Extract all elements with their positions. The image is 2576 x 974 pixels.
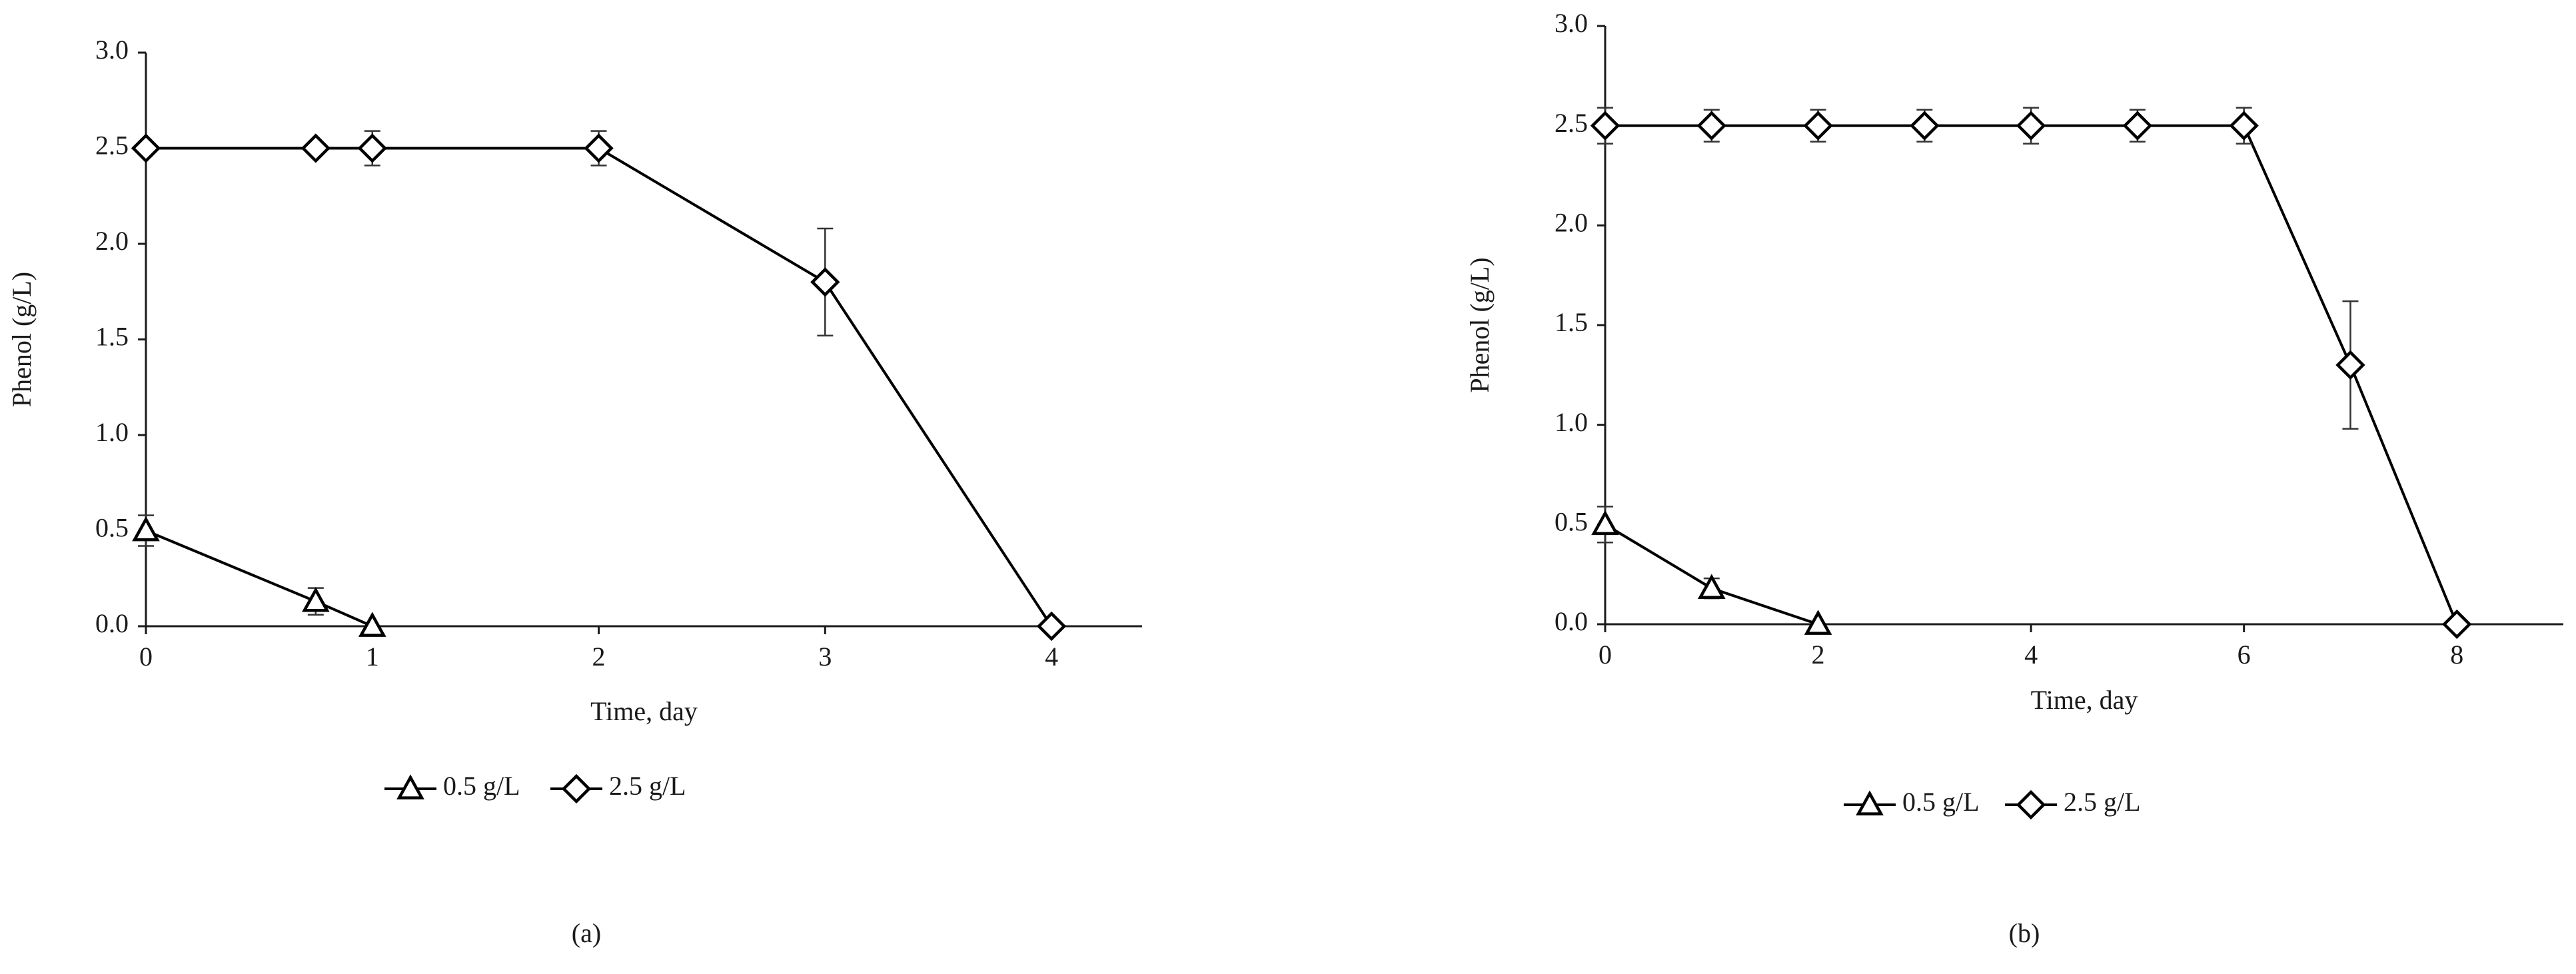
- series-line: [145, 529, 373, 628]
- marker-triangle: [1856, 790, 1884, 815]
- marker-diamond: [1910, 111, 1940, 141]
- y-tick-label: 1.5: [95, 322, 129, 352]
- x-axis-title: Time, day: [590, 696, 698, 726]
- panel-label: (b): [2009, 918, 2040, 948]
- marker-triangle: [132, 516, 160, 542]
- y-tick-label: 1.5: [1555, 307, 1588, 337]
- series-line: [146, 147, 1053, 628]
- y-tick-label: 0.0: [1555, 606, 1588, 636]
- y-tick-label: 2.5: [95, 131, 129, 161]
- y-tick-label: 1.0: [95, 417, 129, 447]
- legend-label: 0.5 g/L: [1902, 787, 1980, 817]
- x-tick-label: 1: [366, 642, 379, 672]
- marker-diamond: [2335, 350, 2365, 380]
- legend-label: 0.5 g/L: [443, 771, 520, 801]
- y-tick-label: 0.0: [95, 608, 129, 638]
- y-axis-title: Phenol (g/L): [7, 272, 37, 407]
- y-tick-label: 0.5: [1555, 507, 1588, 537]
- marker-diamond: [2016, 789, 2046, 820]
- marker-diamond: [810, 267, 840, 297]
- marker-diamond: [1590, 111, 1620, 141]
- marker-diamond: [1036, 611, 1067, 642]
- x-tick-label: 3: [818, 642, 832, 672]
- marker-diamond: [584, 133, 614, 163]
- marker-triangle: [358, 612, 386, 637]
- panel-label: (a): [572, 918, 601, 948]
- x-tick-label: 8: [2450, 640, 2463, 670]
- marker-diamond: [2122, 111, 2153, 141]
- y-tick-label: 2.0: [95, 226, 129, 256]
- marker-triangle: [1804, 610, 1832, 635]
- x-axis-title: Time, day: [2031, 685, 2138, 715]
- series-line: [1605, 124, 2459, 625]
- y-tick-label: 3.0: [95, 35, 129, 65]
- marker-triangle: [1697, 574, 1726, 599]
- y-tick-label: 1.0: [1555, 407, 1588, 437]
- y-tick-label: 2.5: [1555, 108, 1588, 138]
- x-tick-label: 4: [1045, 642, 1058, 672]
- y-tick-label: 3.0: [1555, 8, 1588, 38]
- marker-triangle: [1591, 510, 1619, 536]
- marker-diamond: [131, 133, 161, 163]
- marker-diamond: [357, 133, 387, 163]
- y-axis-title: Phenol (g/L): [1465, 257, 1495, 392]
- x-tick-label: 2: [592, 642, 606, 672]
- x-tick-label: 6: [2238, 640, 2251, 670]
- marker-diamond: [2442, 609, 2472, 640]
- legend-label: 2.5 g/L: [609, 771, 686, 801]
- x-tick-label: 4: [2024, 640, 2038, 670]
- x-tick-label: 2: [1812, 640, 1825, 670]
- marker-diamond: [1803, 111, 1833, 141]
- x-tick-label: 0: [1599, 640, 1612, 670]
- marker-diamond: [2016, 111, 2046, 141]
- marker-diamond: [301, 133, 331, 163]
- y-tick-label: 2.0: [1555, 208, 1588, 238]
- marker-triangle: [302, 587, 330, 612]
- y-tick-label: 0.5: [95, 513, 129, 543]
- marker-diamond: [2229, 111, 2259, 141]
- marker-diamond: [1696, 111, 1726, 141]
- marker-triangle: [396, 774, 424, 799]
- x-tick-label: 0: [139, 642, 153, 672]
- marker-diamond: [561, 773, 592, 804]
- legend-label: 2.5 g/L: [2064, 787, 2141, 817]
